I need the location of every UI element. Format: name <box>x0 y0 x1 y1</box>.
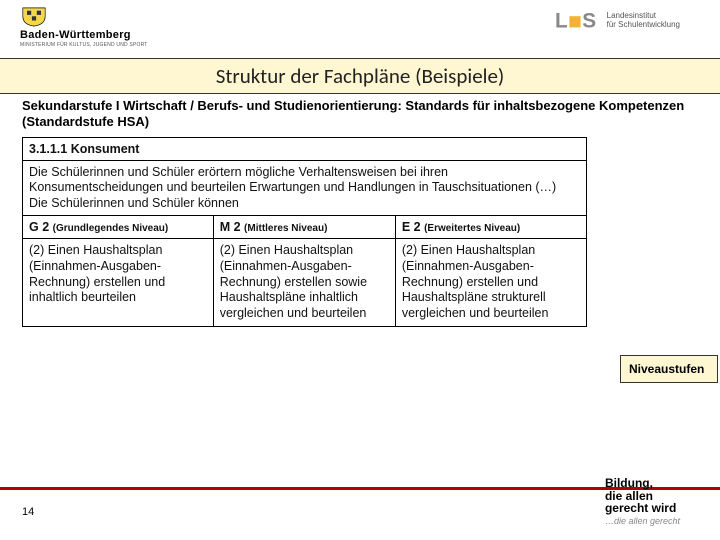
level-head-e: E 2 (Erweitertes Niveau) <box>395 216 586 239</box>
bw-name: Baden-Württemberg <box>20 29 131 41</box>
subtitle: Sekundarstufe I Wirtschaft / Berufs- und… <box>0 98 720 137</box>
page-number: 14 <box>22 506 34 518</box>
level-body-g: (2) Einen Haushalts­plan (Einnahmen-Ausg… <box>23 239 214 326</box>
lis-text: Landesinstitut für Schulentwicklung <box>607 12 680 30</box>
footer-cursive: …die allen gerecht <box>605 516 680 526</box>
lis-line2: für Schulentwicklung <box>607 21 680 30</box>
side-label-niveaustufen: Niveaustufen <box>620 355 718 383</box>
footer-line3: gerecht wird <box>605 502 680 515</box>
lis-logo-block: L S Landesinstitut für Schulentwicklung <box>555 6 680 36</box>
level-label: (Mittleres Niveau) <box>244 223 327 234</box>
level-head-g: G 2 (Grundlegendes Niveau) <box>23 216 214 239</box>
level-code: E 2 <box>402 220 421 234</box>
footer-brand: Bildung, die allen gerecht wird …die all… <box>605 477 680 526</box>
level-label: (Erweitertes Niveau) <box>424 223 520 234</box>
level-body-m: (2) Einen Haushalts­plan (Einnahmen-Ausg… <box>213 239 395 326</box>
svg-text:L: L <box>555 9 568 32</box>
bw-crest-icon <box>20 6 48 28</box>
level-code: M 2 <box>220 220 241 234</box>
main-content: 3.1.1.1 Konsument Die Schülerinnen und S… <box>0 137 720 327</box>
section-heading: 3.1.1.1 Konsument <box>23 137 587 160</box>
section-description: Die Schülerinnen und Schüler erörtern mö… <box>23 160 587 216</box>
level-label: (Grundlegendes Niveau) <box>53 223 169 234</box>
lis-logo-icon: L S <box>555 6 603 36</box>
curriculum-table: 3.1.1.1 Konsument Die Schülerinnen und S… <box>22 137 587 327</box>
bw-logo-block: Baden-Württemberg MINISTERIUM FÜR KULTUS… <box>20 6 148 48</box>
title-band: Struktur der Fachpläne (Beispiele) <box>0 58 720 94</box>
svg-text:S: S <box>582 9 596 32</box>
level-head-m: M 2 (Mittleres Niveau) <box>213 216 395 239</box>
bw-subline: MINISTERIUM FÜR KULTUS, JUGEND UND SPORT <box>20 42 148 48</box>
level-code: G 2 <box>29 220 49 234</box>
level-body-e: (2) Einen Haushalts­plan (Einnahmen-Ausg… <box>395 239 586 326</box>
footer-line1: Bildung, <box>605 477 680 490</box>
header: Baden-Württemberg MINISTERIUM FÜR KULTUS… <box>0 0 720 54</box>
